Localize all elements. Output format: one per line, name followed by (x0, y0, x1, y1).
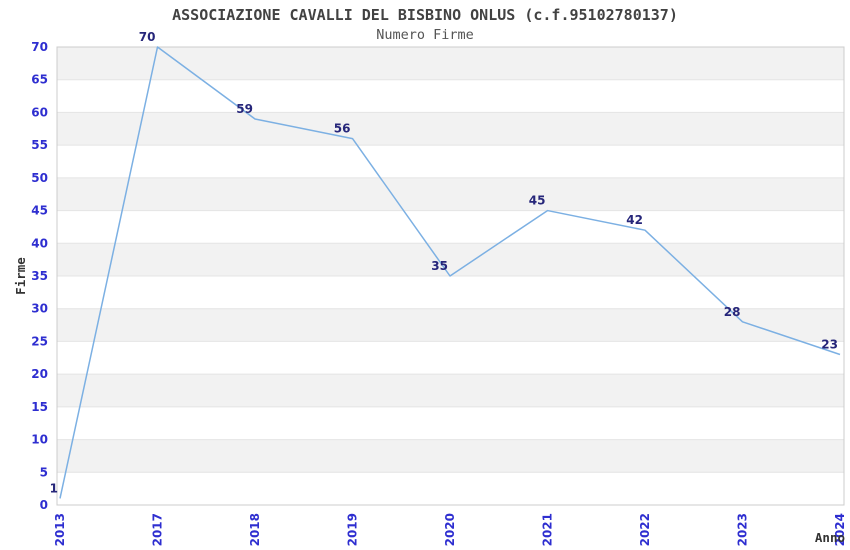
y-tick-label: 55 (31, 138, 48, 152)
plot-band (57, 243, 844, 276)
chart-subtitle: Numero Firme (376, 27, 474, 43)
y-tick-label: 25 (31, 334, 48, 348)
y-tick-label: 30 (31, 302, 48, 316)
x-tick-label: 2017 (151, 513, 165, 546)
data-point-label: 59 (236, 102, 253, 116)
y-tick-label: 0 (40, 498, 48, 512)
plot-band (57, 439, 844, 473)
x-tick-label: 2013 (53, 513, 67, 546)
y-tick-label: 65 (31, 73, 48, 87)
data-point-label: 23 (821, 338, 838, 352)
data-point-label: 70 (139, 30, 156, 44)
y-tick-label: 35 (31, 269, 48, 283)
plot-band (57, 374, 844, 407)
data-point-label: 45 (529, 194, 546, 208)
y-tick-label: 10 (31, 433, 48, 447)
x-tick-label: 2024 (833, 513, 847, 546)
x-tick-label: 2019 (346, 513, 360, 546)
x-tick-label: 2023 (736, 513, 750, 546)
data-point-label: 56 (334, 122, 351, 136)
plot-band (57, 112, 844, 146)
y-tick-label: 40 (31, 236, 48, 250)
x-tick-label: 2021 (541, 513, 555, 546)
plot-band (57, 177, 844, 211)
x-tick-label: 2022 (638, 513, 652, 546)
y-tick-label: 15 (31, 400, 48, 414)
data-point-label: 1 (50, 481, 58, 495)
y-tick-label: 45 (31, 204, 48, 218)
data-line (59, 46, 841, 499)
x-tick-label: 2020 (443, 513, 457, 546)
x-tick-label: 2018 (248, 513, 262, 546)
y-tick-label: 50 (31, 171, 48, 185)
data-point-label: 42 (626, 213, 643, 227)
y-tick-label: 70 (31, 40, 48, 54)
plot-border (56, 46, 845, 506)
chart-title: ASSOCIAZIONE CAVALLI DEL BISBINO ONLUS (… (172, 6, 678, 24)
y-tick-label: 5 (40, 465, 48, 479)
plot-band (57, 308, 844, 342)
plot-band (57, 47, 844, 80)
data-point-label: 35 (431, 259, 448, 273)
y-axis-title: Firme (13, 257, 28, 295)
y-tick-label: 60 (31, 105, 48, 119)
y-tick-label: 20 (31, 367, 48, 381)
data-point-label: 28 (724, 305, 741, 319)
x-axis-title: Anno (815, 530, 845, 545)
